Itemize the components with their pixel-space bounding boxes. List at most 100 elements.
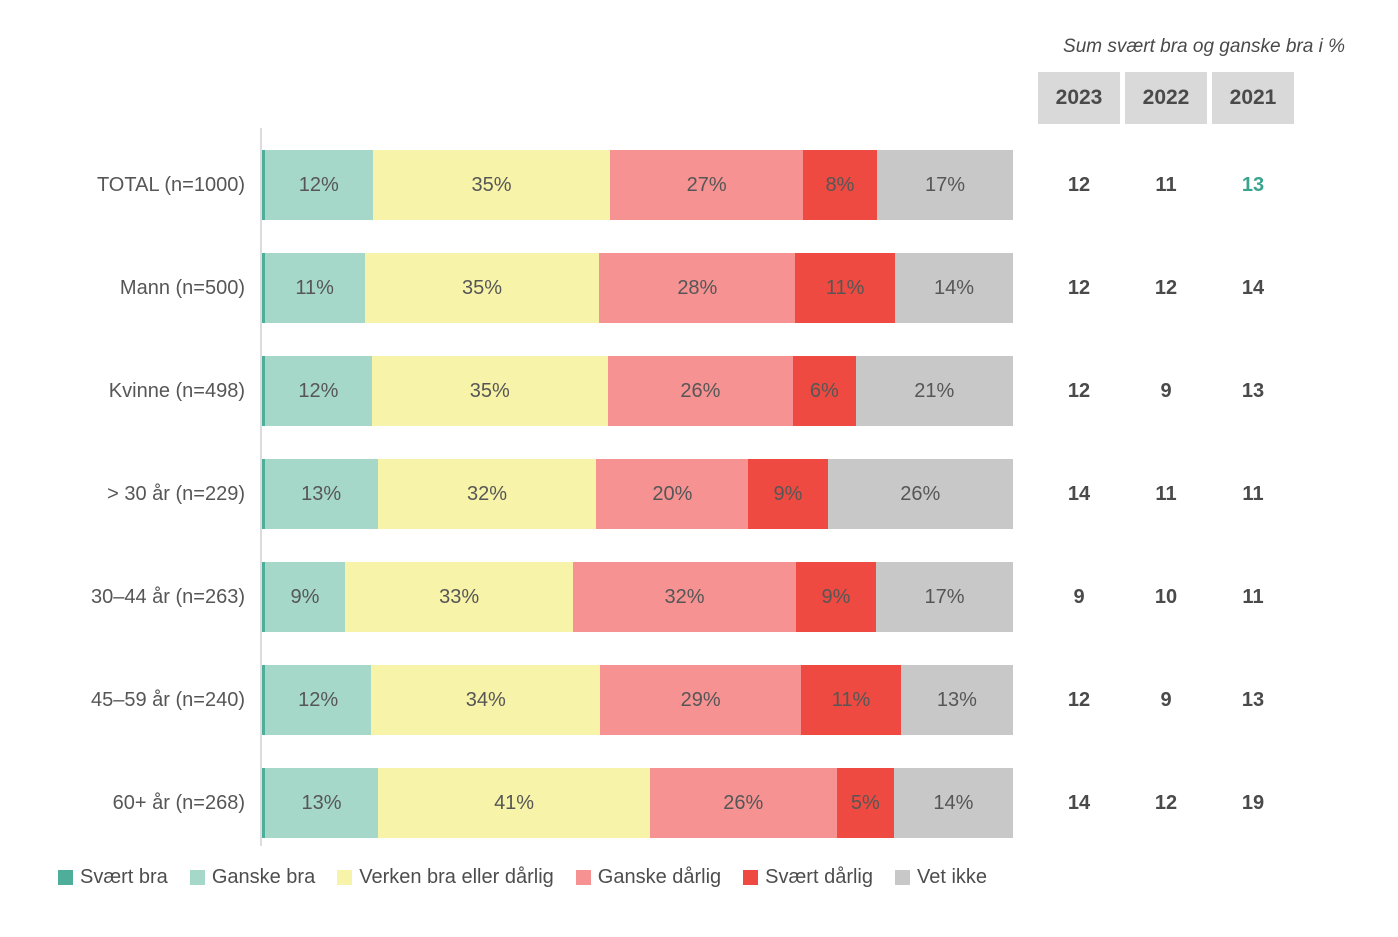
bar-segment-svaert-daarlig: 8% bbox=[802, 150, 877, 220]
chart-row: Mann (n=500) 11% 35% 28% 11% 14% 12 12 14 bbox=[0, 253, 1398, 323]
segment-value-label: 26% bbox=[680, 379, 721, 402]
legend-item-ganske-bra: Ganske bra bbox=[189, 866, 316, 889]
bar-segment-svaert-daarlig: 5% bbox=[836, 768, 894, 838]
segment-value-label: 35% bbox=[469, 379, 510, 402]
summary-value-2021: 11 bbox=[1242, 482, 1264, 505]
stacked-bar: 11% 35% 28% 11% 14% bbox=[262, 253, 1013, 323]
bar-segment-svaert-daarlig: 9% bbox=[795, 562, 877, 632]
segment-value-label: 32% bbox=[664, 585, 705, 608]
legend-swatch-ganske-bra bbox=[189, 870, 205, 885]
summary-value-2023: 12 bbox=[1067, 379, 1091, 402]
segment-value-label: 26% bbox=[723, 791, 764, 814]
legend-label: Ganske bra bbox=[211, 866, 316, 888]
summary-value-2023: 14 bbox=[1067, 791, 1091, 814]
bar-segment-ganske-daarlig: 32% bbox=[573, 562, 796, 632]
segment-value-label: 14% bbox=[933, 276, 975, 299]
stacked-bar: 13% 32% 20% 9% 26% bbox=[262, 459, 1013, 529]
summary-value-2022: 12 bbox=[1154, 791, 1178, 814]
bar-segment-verken-bra: 33% bbox=[345, 562, 574, 632]
summary-value-2022: 10 bbox=[1154, 585, 1178, 608]
bar-segment-ganske-bra: 9% bbox=[264, 562, 346, 632]
segment-value-label: 9% bbox=[290, 585, 320, 608]
category-label: Kvinne (n=498) bbox=[108, 379, 245, 402]
segment-value-label: 13% bbox=[301, 791, 342, 814]
bar-segment-verken-bra: 35% bbox=[364, 253, 600, 323]
bar-segment-ganske-daarlig: 29% bbox=[600, 665, 802, 735]
legend-swatch-verken-bra bbox=[337, 870, 353, 885]
bar-segment-svaert-bra bbox=[262, 356, 265, 426]
bar-segment-svaert-bra bbox=[262, 768, 265, 838]
category-label: Mann (n=500) bbox=[119, 276, 245, 299]
legend-item-verken-bra: Verken bra eller dårlig bbox=[337, 866, 554, 889]
category-label: > 30 år (n=229) bbox=[107, 482, 245, 505]
bar-segment-svaert-bra bbox=[262, 253, 265, 323]
legend-label: Svært bra bbox=[80, 866, 168, 888]
bar-segment-svaert-bra bbox=[262, 459, 265, 529]
stacked-bar: 13% 41% 26% 5% 14% bbox=[262, 768, 1013, 838]
bar-segment-svaert-daarlig: 11% bbox=[795, 253, 896, 323]
legend-label: Verken bra eller dårlig bbox=[359, 866, 554, 888]
summary-value-2021: 14 bbox=[1241, 276, 1265, 299]
summary-row: 12 12 14 bbox=[1038, 253, 1294, 323]
bar-segment-svaert-bra bbox=[262, 665, 265, 735]
segment-value-label: 11% bbox=[295, 276, 334, 299]
bar-segment-vet-ikke: 14% bbox=[895, 253, 1013, 323]
legend-label: Vet ikke bbox=[916, 866, 988, 888]
summary-value-2023: 14 bbox=[1067, 482, 1091, 505]
bar-segment-ganske-daarlig: 26% bbox=[607, 356, 794, 426]
bar-segment-ganske-daarlig: 28% bbox=[599, 253, 796, 323]
stacked-bar: 12% 34% 29% 11% 13% bbox=[262, 665, 1013, 735]
bar-segment-verken-bra: 34% bbox=[371, 665, 601, 735]
bar-segment-vet-ikke: 26% bbox=[827, 459, 1013, 529]
summary-value-2021: 19 bbox=[1241, 791, 1265, 814]
bar-segment-verken-bra: 35% bbox=[371, 356, 608, 426]
bar-segment-svaert-daarlig: 11% bbox=[801, 665, 901, 735]
summary-value-2022: 12 bbox=[1154, 276, 1178, 299]
bar-segment-ganske-daarlig: 27% bbox=[610, 150, 803, 220]
segment-value-label: 33% bbox=[439, 585, 480, 608]
bar-segment-vet-ikke: 14% bbox=[893, 768, 1013, 838]
category-label: 60+ år (n=268) bbox=[112, 791, 245, 814]
legend-item-vet-ikke: Vet ikke bbox=[894, 866, 988, 889]
bar-segment-ganske-daarlig: 20% bbox=[596, 459, 749, 529]
legend-label: Ganske dårlig bbox=[597, 866, 722, 888]
bar-segment-ganske-bra: 12% bbox=[264, 356, 372, 426]
chart-legend: Svært bra Ganske bra Verken bra eller dårl… bbox=[58, 866, 987, 889]
summary-row: 14 11 11 bbox=[1038, 459, 1294, 529]
legend-item-svaert-daarlig: Svært dårlig bbox=[743, 866, 873, 889]
chart-row: TOTAL (n=1000) 12% 35% 27% 8% 17% 12 11 13 bbox=[0, 150, 1398, 220]
y-axis-line bbox=[260, 128, 262, 846]
legend-swatch-svaert-daarlig bbox=[743, 870, 759, 885]
year-header-2023: 2023 bbox=[1038, 72, 1120, 124]
bar-segment-verken-bra: 41% bbox=[378, 768, 650, 838]
summary-year-headers: 2023 2022 2021 bbox=[1038, 72, 1294, 124]
segment-value-label: 17% bbox=[924, 173, 965, 196]
segment-value-label: 12% bbox=[298, 379, 339, 402]
bar-segment-vet-ikke: 13% bbox=[900, 665, 1013, 735]
summary-value-2023: 9 bbox=[1073, 585, 1085, 608]
bar-segment-svaert-daarlig: 9% bbox=[748, 459, 828, 529]
summary-value-2021: 13 bbox=[1241, 379, 1265, 402]
legend-swatch-vet-ikke bbox=[894, 870, 910, 885]
legend-label: Svært dårlig bbox=[765, 866, 873, 888]
stacked-bar: 12% 35% 26% 6% 21% bbox=[262, 356, 1013, 426]
segment-value-label: 29% bbox=[680, 688, 721, 711]
segment-value-label: 8% bbox=[825, 173, 855, 196]
bar-segment-verken-bra: 32% bbox=[377, 459, 597, 529]
segment-value-label: 13% bbox=[936, 688, 977, 711]
legend-item-svaert-bra: Svært bra bbox=[58, 866, 168, 889]
segment-value-label: 20% bbox=[652, 482, 693, 505]
summary-value-2022: 11 bbox=[1155, 482, 1177, 505]
summary-row: 12 9 13 bbox=[1038, 665, 1294, 735]
summary-value-2023: 12 bbox=[1067, 173, 1091, 196]
stacked-bar: 9% 33% 32% 9% 17% bbox=[262, 562, 1014, 632]
bar-segment-verken-bra: 35% bbox=[372, 150, 611, 220]
segment-value-label: 27% bbox=[686, 173, 727, 196]
segment-value-label: 35% bbox=[461, 276, 502, 299]
summary-value-2023: 12 bbox=[1067, 688, 1091, 711]
bar-segment-svaert-bra bbox=[262, 562, 265, 632]
summary-value-2022: 9 bbox=[1160, 688, 1172, 711]
bar-segment-ganske-bra: 13% bbox=[264, 459, 378, 529]
chart-row: 60+ år (n=268) 13% 41% 26% 5% 14% 14 12 19 bbox=[0, 768, 1398, 838]
